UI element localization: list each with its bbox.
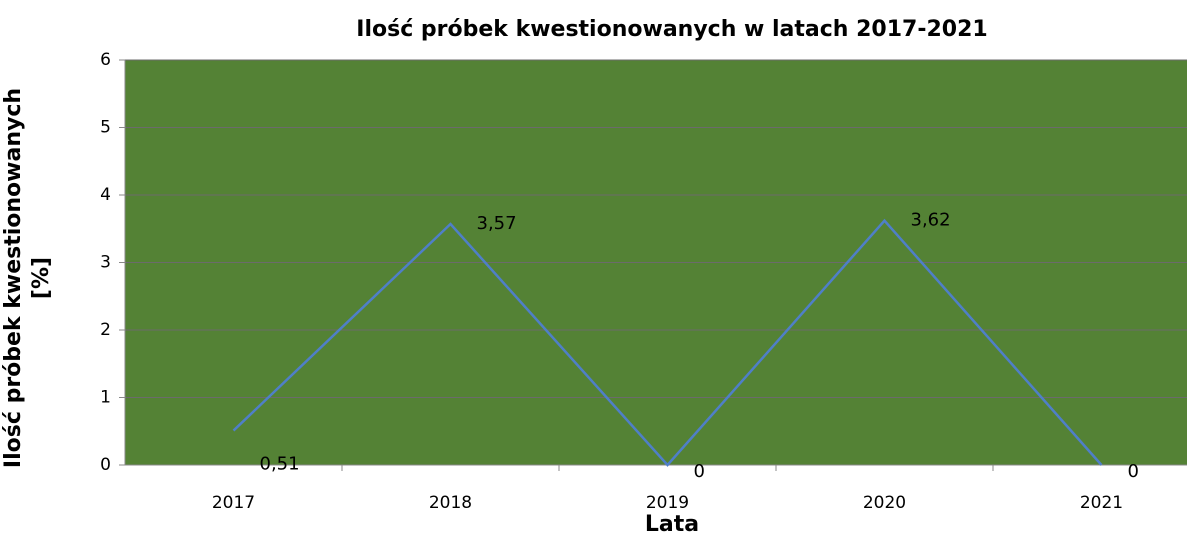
x-axis-label: Lata (645, 512, 699, 537)
y-tick-label: 4 (100, 185, 111, 205)
y-tick-label: 0 (100, 455, 111, 475)
x-tick-label: 2021 (1080, 493, 1123, 513)
chart-title: Ilość próbek kwestionowanych w latach 20… (356, 17, 987, 42)
y-tick-label: 6 (100, 50, 111, 70)
data-label: 0 (1128, 461, 1139, 482)
y-tick-label: 5 (100, 118, 111, 138)
series-line (232, 218, 1103, 467)
data-label: 0,51 (260, 454, 300, 475)
x-tick-label: 2020 (863, 493, 906, 513)
data-label: 0 (694, 461, 705, 482)
y-axis-label: Ilość próbek kwestionowanych [%] (1, 87, 54, 469)
y-tick-label: 2 (100, 320, 111, 340)
x-tick-label: 2018 (429, 493, 472, 513)
data-label: 3,57 (477, 213, 517, 234)
y-tick-label: 1 (100, 388, 111, 408)
data-label: 3,62 (911, 210, 951, 231)
y-tick-label: 3 (100, 253, 111, 273)
x-tick-label: 2017 (212, 493, 255, 513)
x-tick-label: 2019 (646, 493, 689, 513)
